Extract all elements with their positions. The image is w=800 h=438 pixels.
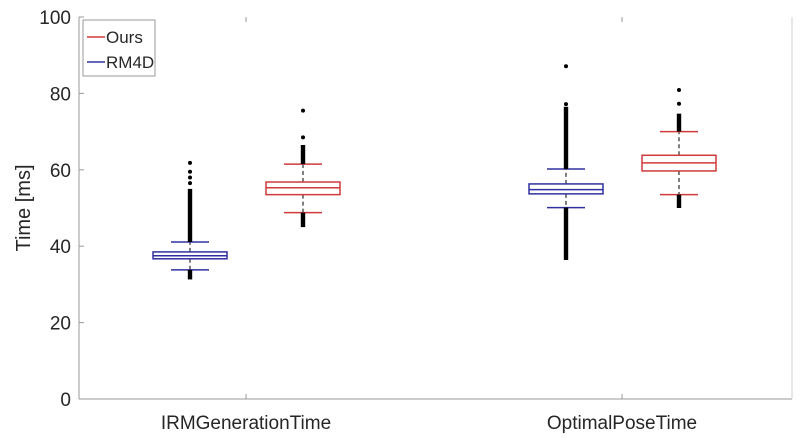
y-tick-label: 60 [50, 161, 71, 182]
outlier-point [301, 108, 305, 113]
outlier-cluster [563, 106, 569, 170]
y-tick-label: 80 [50, 84, 71, 105]
y-tick-label: 20 [50, 314, 71, 335]
outlier-cluster [187, 269, 193, 280]
box-marks [152, 64, 717, 280]
legend-label-ours: Ours [106, 28, 143, 47]
box-rm4d-irmgenerationtime [152, 160, 228, 280]
y-tick-label: 40 [50, 237, 71, 258]
legend-box [82, 19, 156, 77]
box-ours-optimalposetime [641, 87, 717, 208]
y-tick-label: 0 [60, 390, 71, 411]
outlier-point [677, 87, 681, 92]
axes: 0 20 40 60 80 100 IRMGenerationTime OptimalPose… [39, 8, 793, 434]
box-iqr [528, 183, 604, 195]
box-rm4d-optimalposetime [528, 64, 604, 260]
outlier-cluster [676, 113, 682, 132]
legend: Ours RM4D [82, 19, 156, 77]
outlier-cluster [676, 194, 682, 208]
outlier-point [188, 169, 192, 174]
box-ours-irmgenerationtime [265, 108, 341, 228]
outlier-cluster [300, 212, 306, 228]
y-tick-label: 100 [39, 8, 71, 29]
outlier-point [301, 135, 305, 140]
outlier-cluster [563, 207, 569, 260]
outlier-point [188, 160, 192, 165]
outlier-point [188, 181, 192, 186]
outlier-point [677, 101, 681, 106]
y-axis-label: Time [ms] [13, 164, 35, 251]
outlier-cluster [187, 188, 193, 242]
outlier-cluster [300, 144, 306, 165]
outlier-point [564, 102, 568, 107]
x-tick-label: IRMGenerationTime [161, 413, 331, 434]
legend-label-rm4d: RM4D [106, 53, 154, 72]
x-tick-label: OptimalPoseTime [547, 413, 697, 434]
outlier-point [564, 64, 568, 69]
outlier-point [188, 175, 192, 180]
